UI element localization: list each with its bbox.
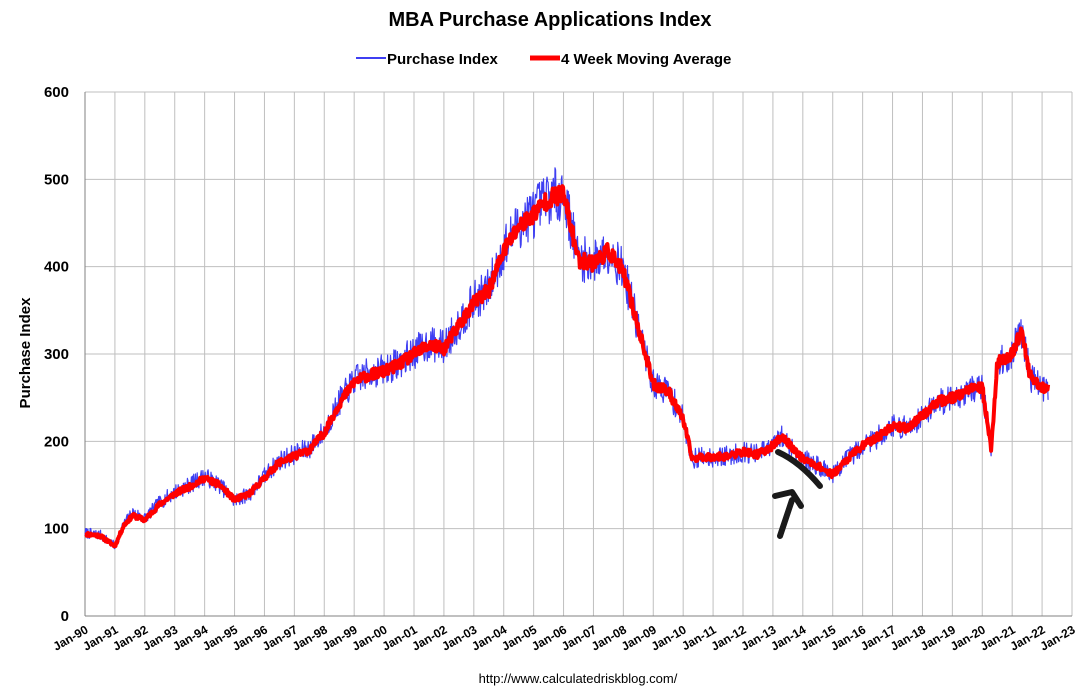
chart-title: MBA Purchase Applications Index [388,9,711,31]
y-tick-label: 200 [44,433,69,450]
y-tick-label: 300 [44,346,69,363]
x-tick-labels: Jan-90Jan-91Jan-92Jan-93Jan-94Jan-95Jan-… [51,622,1078,653]
gridlines [84,91,1073,617]
y-tick-label: 0 [61,608,69,625]
annotation-trend-stroke [775,449,823,489]
y-tick-label: 600 [44,84,69,101]
legend-label-moving-average: 4 Week Moving Average [561,51,731,68]
y-axis-label: Purchase Index [17,297,34,409]
y-tick-labels: 0 100 200 300 400 500 600 [44,84,69,625]
series [83,167,1051,550]
y-tick-label: 400 [44,259,69,276]
legend-label-purchase-index: Purchase Index [387,51,499,68]
annotation-arrow [772,489,804,539]
y-tick-label: 100 [44,521,69,538]
series-moving-average [83,184,1051,549]
legend: Purchase Index 4 Week Moving Average [356,51,731,68]
y-tick-label: 500 [44,171,69,188]
source-url: http://www.calculatedriskblog.com/ [479,671,678,686]
x-tick-label: Jan-23 [1038,622,1078,653]
hand-drawn-annotation [772,449,823,539]
